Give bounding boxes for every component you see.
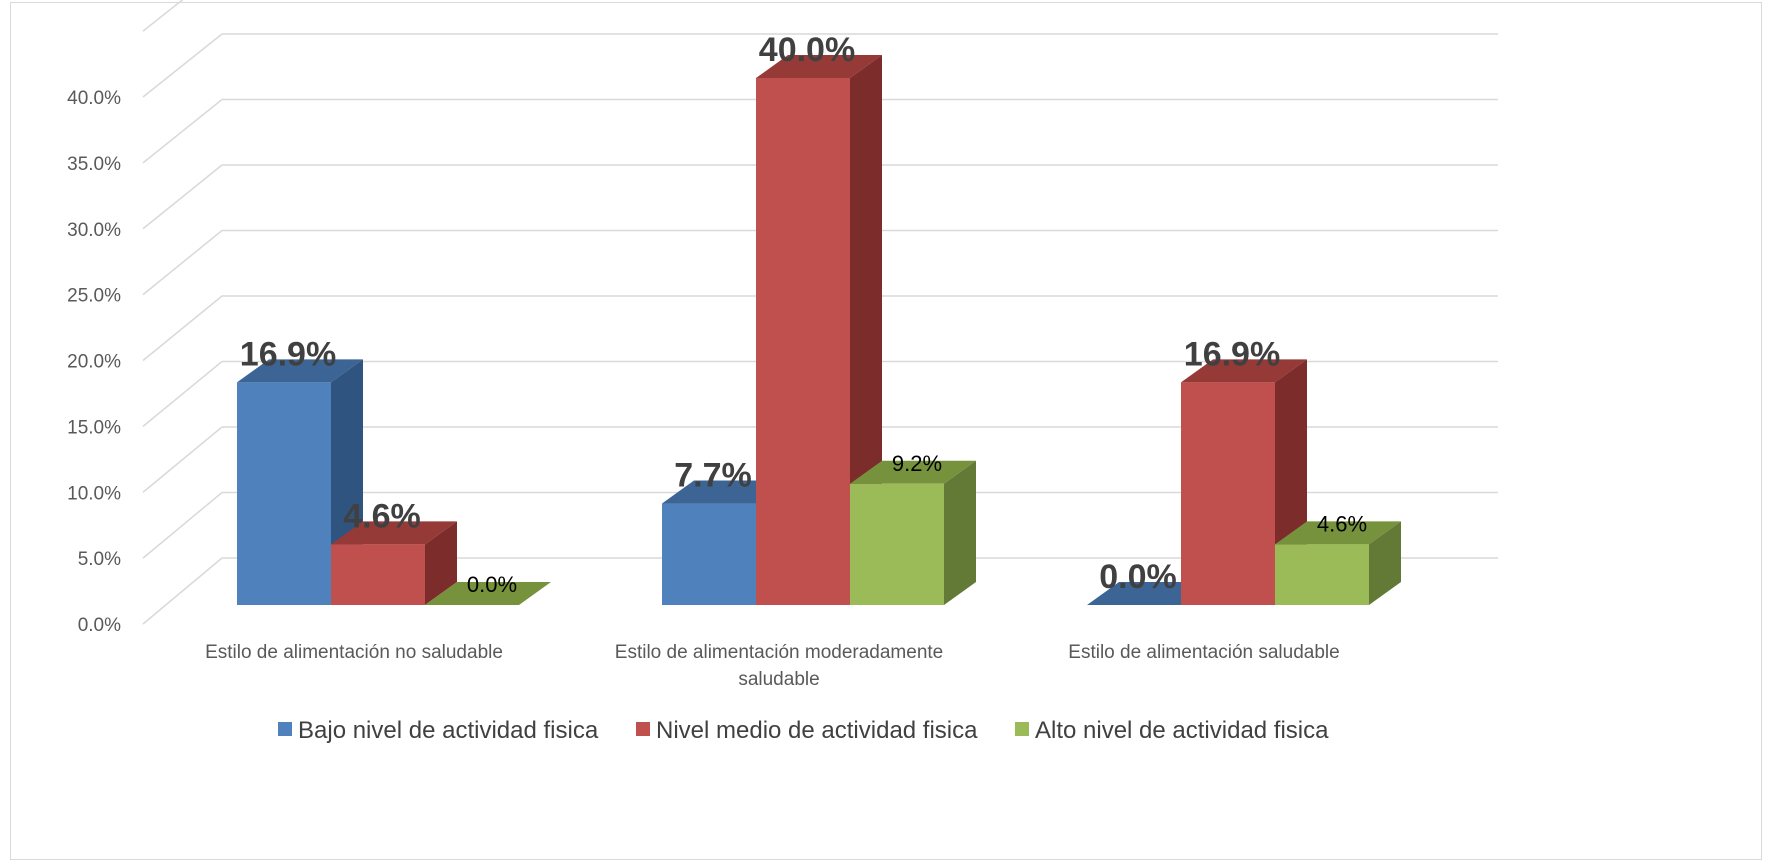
- bars-layer: [237, 55, 1401, 605]
- legend-item: Bajo nivel de actividad fisica: [278, 717, 599, 744]
- data-label: 16.9%: [240, 335, 336, 373]
- y-tick-label: 20.0%: [67, 352, 121, 373]
- legend-label: Nivel medio de actividad fisica: [656, 717, 978, 744]
- y-tick-label: 30.0%: [67, 220, 121, 241]
- legend-label: Bajo nivel de actividad fisica: [298, 717, 599, 744]
- data-label: 9.2%: [892, 451, 942, 476]
- data-label: 7.7%: [674, 457, 752, 495]
- category-label: Estilo de alimentación saludable: [1068, 642, 1339, 663]
- data-label: 4.6%: [1317, 511, 1367, 536]
- legend-item: Alto nivel de actividad fisica: [1015, 717, 1329, 744]
- bar: [1181, 359, 1307, 605]
- data-label: 0.0%: [467, 572, 517, 597]
- bar-top: [756, 55, 882, 78]
- legend-swatch: [1015, 722, 1029, 736]
- gridline-diagonal: [142, 164, 223, 230]
- bar: [850, 460, 976, 605]
- bar-top: [331, 521, 457, 545]
- legend: Bajo nivel de actividad fisica Nivel medi…: [278, 717, 1329, 744]
- category-label: Estilo de alimentación moderadamente: [615, 642, 943, 663]
- data-label: 40.0%: [759, 31, 855, 69]
- data-labels-layer: 16.9% 7.7% 0.0% 4.6% 40.0% 16.9% 0.0% 9.2% 4.6%: [240, 31, 1367, 597]
- bar: [425, 582, 551, 605]
- y-tick-label: 10.0%: [67, 483, 121, 504]
- gridline-diagonal: [142, 98, 223, 164]
- bar-front: [850, 483, 944, 605]
- bar-top: [425, 582, 551, 605]
- gridline-diagonal: [142, 557, 223, 625]
- bar: [237, 359, 363, 605]
- bar-front: [331, 544, 425, 605]
- bar-front: [1181, 382, 1275, 605]
- y-tick-label: 40.0%: [67, 88, 121, 109]
- bar-side: [425, 521, 457, 605]
- category-label: saludable: [738, 669, 819, 690]
- bar: [1275, 521, 1401, 605]
- bar-top: [1181, 359, 1307, 383]
- gridline-diagonal: [142, 426, 223, 493]
- bar-top: [1275, 521, 1401, 545]
- bar-top: [850, 460, 976, 484]
- bar-front: [756, 78, 850, 605]
- data-label: 0.0%: [1099, 558, 1177, 596]
- gridline-diagonal: [142, 491, 223, 559]
- legend-label: Alto nivel de actividad fisica: [1035, 717, 1329, 744]
- gridline-diagonal: [142, 229, 223, 296]
- legend-swatch: [278, 722, 292, 736]
- y-tick-label: 35.0%: [67, 154, 121, 175]
- category-labels-layer: Estilo de alimentación no saludable Estil…: [205, 642, 1340, 690]
- gridline-diagonal: [142, 360, 223, 427]
- legend-swatch: [636, 722, 650, 736]
- bar-top: [237, 359, 363, 383]
- y-tick-label: 5.0%: [78, 549, 121, 570]
- y-tick-label: 0.0%: [78, 615, 121, 636]
- bar-front: [1275, 544, 1369, 605]
- bar: [331, 521, 457, 605]
- data-label: 16.9%: [1184, 335, 1280, 373]
- bar-side: [944, 460, 976, 605]
- y-axis-ticks: 0.0% 5.0% 10.0% 15.0% 20.0% 25.0% 30.0% 35.0% 40…: [67, 88, 121, 636]
- gridline-diagonal: [142, 295, 223, 362]
- bar-front: [237, 382, 331, 605]
- bar-side: [1369, 521, 1401, 605]
- data-label: 4.6%: [343, 497, 421, 535]
- y-tick-label: 25.0%: [67, 286, 121, 307]
- gridline-diagonal: [142, 0, 184, 32]
- legend-item: Nivel medio de actividad fisica: [636, 717, 978, 744]
- bar-front: [662, 503, 756, 605]
- category-label: Estilo de alimentación no saludable: [205, 642, 503, 663]
- y-tick-label: 15.0%: [67, 417, 121, 438]
- gridline-diagonal: [142, 33, 223, 98]
- bar: [756, 55, 882, 605]
